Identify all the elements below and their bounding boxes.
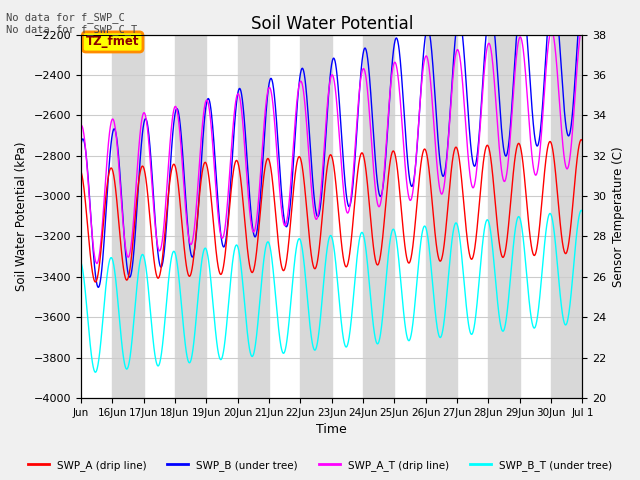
Bar (300, 35, 332, 398)
Title: Soil Water Potential: Soil Water Potential (250, 15, 413, 33)
Bar (488, 35, 520, 398)
Bar (175, 35, 206, 398)
Text: TZ_fmet: TZ_fmet (86, 36, 140, 48)
X-axis label: Time: Time (316, 423, 347, 436)
Text: No data for f_SWP_C
No data for f_SWP_C_T: No data for f_SWP_C No data for f_SWP_C_… (6, 12, 138, 36)
Y-axis label: Sensor Temperature (C): Sensor Temperature (C) (612, 146, 625, 287)
Legend: SWP_A (drip line), SWP_B (under tree), SWP_A_T (drip line), SWP_B_T (under tree): SWP_A (drip line), SWP_B (under tree), S… (24, 456, 616, 475)
Bar (426, 35, 457, 398)
Bar (363, 35, 394, 398)
Y-axis label: Soil Water Potential (kPa): Soil Water Potential (kPa) (15, 142, 28, 291)
Bar (551, 35, 582, 398)
Bar (112, 35, 143, 398)
Bar (237, 35, 269, 398)
